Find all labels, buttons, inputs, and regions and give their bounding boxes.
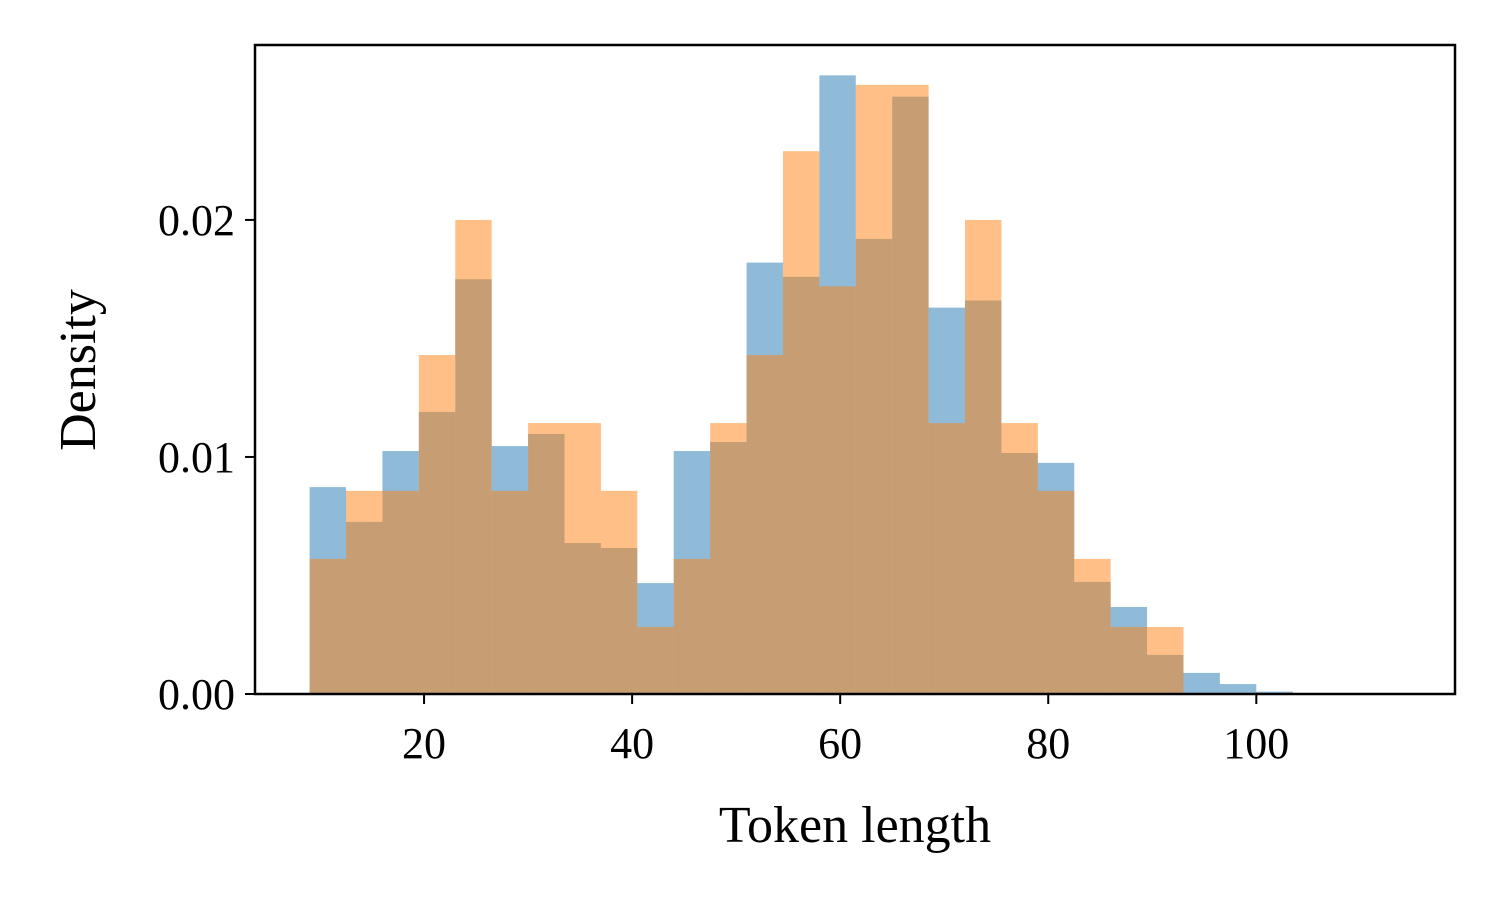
plot-frame xyxy=(253,43,1457,696)
histogram-bar xyxy=(1219,684,1257,694)
histogram-bar xyxy=(1147,626,1184,694)
x-tick-label: 40 xyxy=(610,719,654,768)
histogram-bar xyxy=(564,423,601,694)
histogram-bar xyxy=(418,355,456,694)
histogram-bar xyxy=(346,490,383,694)
histogram-bar xyxy=(928,423,966,694)
histogram-bar xyxy=(746,355,783,694)
y-tick-label: 0.00 xyxy=(158,670,235,719)
histogram-bar xyxy=(892,84,929,694)
histogram-bar xyxy=(600,490,638,694)
histogram-bar xyxy=(855,84,893,694)
histogram-bar xyxy=(491,490,529,694)
histogram-bar xyxy=(1110,626,1148,694)
x-tick-label: 100 xyxy=(1223,719,1289,768)
y-tick-label: 0.02 xyxy=(158,196,235,245)
histogram-bar xyxy=(455,219,492,694)
x-tick-label: 80 xyxy=(1026,719,1070,768)
histogram-bar xyxy=(782,151,820,694)
histogram-bar xyxy=(819,286,856,694)
histogram-bar xyxy=(309,558,347,694)
x-tick-label: 20 xyxy=(402,719,446,768)
histogram-bar xyxy=(710,423,747,694)
histogram-bar xyxy=(637,626,674,694)
histogram-bar xyxy=(528,423,565,694)
histogram-bar xyxy=(965,219,1002,694)
x-tick-label: 60 xyxy=(818,719,862,768)
y-axis-label: Density xyxy=(50,289,107,451)
histogram-bar xyxy=(673,558,711,694)
histogram-bar xyxy=(382,490,419,694)
histogram-bar xyxy=(1183,672,1220,694)
bars xyxy=(309,75,1293,695)
y-tick-label: 0.01 xyxy=(158,433,235,482)
histogram-bar xyxy=(1001,423,1038,694)
x-axis-label: Token length xyxy=(719,797,991,854)
histogram-bar xyxy=(1074,558,1111,694)
histogram-bar xyxy=(1037,490,1075,694)
